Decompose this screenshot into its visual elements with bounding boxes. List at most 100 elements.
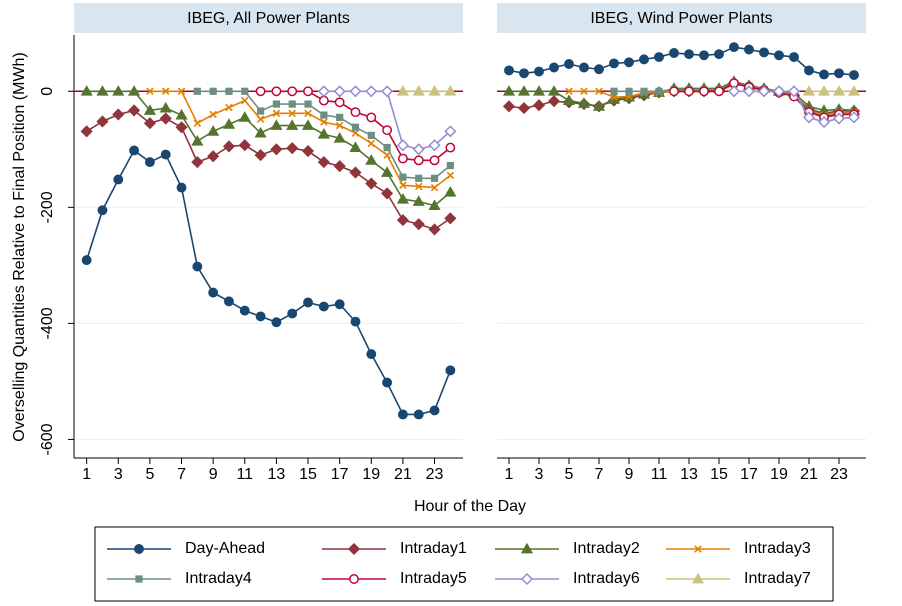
marker: [729, 42, 739, 53]
marker: [742, 85, 756, 98]
marker: [365, 154, 378, 165]
marker: [177, 87, 186, 96]
legend-label: Intraday3: [744, 540, 811, 557]
marker: [412, 218, 425, 231]
marker: [367, 139, 376, 148]
marker: [381, 166, 394, 177]
marker: [847, 111, 861, 124]
marker: [397, 153, 408, 164]
legend-label: Intraday4: [185, 570, 252, 587]
marker: [430, 183, 439, 192]
marker: [112, 108, 125, 121]
marker: [744, 44, 754, 55]
marker: [225, 103, 233, 112]
x-tick-label: 11: [651, 466, 668, 483]
marker: [96, 115, 109, 128]
x-tick-label: 17: [740, 466, 758, 483]
marker: [238, 111, 251, 122]
marker: [335, 121, 344, 130]
marker: [413, 409, 424, 420]
x-tick-label: 5: [145, 466, 154, 483]
marker: [128, 85, 141, 96]
marker: [412, 85, 425, 96]
marker: [428, 199, 441, 210]
marker: [819, 69, 829, 80]
marker: [365, 85, 378, 98]
marker: [759, 47, 769, 58]
marker: [396, 193, 409, 204]
x-tick-label: 9: [209, 466, 218, 483]
panel-title: IBEG, All Power Plants: [187, 10, 350, 27]
marker: [272, 109, 281, 118]
marker: [610, 87, 618, 95]
marker: [176, 182, 187, 193]
marker: [757, 85, 771, 98]
marker: [301, 119, 315, 130]
y-tick-label: 0: [39, 87, 56, 96]
marker: [207, 150, 220, 163]
panel-header: [74, 3, 463, 33]
x-tick-label: 15: [299, 466, 317, 483]
marker: [287, 86, 298, 97]
marker: [365, 177, 378, 190]
marker: [549, 62, 559, 73]
marker: [272, 100, 281, 108]
marker: [350, 107, 361, 118]
y-tick-label: -200: [39, 191, 56, 223]
marker: [143, 117, 156, 130]
x-tick-label: 9: [625, 466, 634, 483]
marker: [351, 129, 360, 137]
marker: [209, 87, 217, 95]
marker: [625, 87, 633, 95]
legend-marker: [349, 574, 359, 584]
marker: [256, 107, 265, 115]
marker: [160, 149, 171, 160]
marker: [367, 131, 375, 139]
marker: [270, 143, 283, 156]
marker: [317, 156, 330, 169]
marker: [577, 97, 591, 108]
marker: [699, 50, 709, 61]
marker: [222, 118, 236, 129]
marker: [640, 87, 648, 95]
marker: [255, 86, 266, 97]
x-tick-label: 3: [535, 466, 544, 483]
marker: [304, 100, 312, 108]
marker: [502, 100, 516, 113]
marker: [333, 85, 346, 98]
marker: [239, 305, 250, 316]
marker: [382, 377, 393, 388]
marker: [789, 52, 799, 62]
marker: [428, 139, 441, 152]
marker: [399, 173, 407, 181]
marker: [191, 156, 204, 169]
marker: [849, 70, 859, 80]
marker: [714, 49, 724, 60]
legend-marker: [347, 542, 361, 556]
marker: [445, 365, 456, 376]
x-tick-label: 7: [177, 466, 186, 483]
x-tick-label: 13: [680, 466, 698, 483]
marker: [334, 97, 345, 108]
marker: [610, 93, 618, 101]
marker: [444, 125, 457, 138]
marker: [428, 85, 441, 96]
panel-title: IBEG, Wind Power Plants: [590, 10, 772, 27]
marker: [222, 140, 236, 153]
marker: [317, 85, 330, 98]
marker: [255, 311, 266, 322]
marker: [580, 87, 588, 96]
marker: [429, 155, 440, 166]
legend-marker: [694, 545, 702, 553]
marker: [113, 174, 124, 185]
marker: [254, 126, 267, 138]
marker: [624, 57, 634, 68]
marker: [96, 85, 109, 96]
marker: [303, 86, 313, 97]
marker: [238, 139, 251, 152]
marker: [112, 85, 125, 96]
marker: [804, 65, 814, 76]
marker: [832, 85, 846, 96]
marker: [288, 100, 296, 108]
marker: [81, 255, 92, 266]
